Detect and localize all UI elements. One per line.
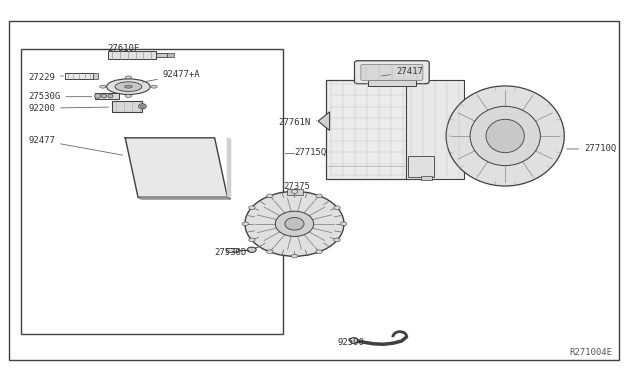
Ellipse shape — [349, 337, 358, 343]
Bar — [406, 80, 464, 179]
Ellipse shape — [285, 218, 304, 230]
Polygon shape — [125, 138, 227, 197]
Ellipse shape — [267, 250, 273, 254]
Ellipse shape — [486, 119, 524, 153]
Text: 27375: 27375 — [284, 182, 310, 191]
Ellipse shape — [316, 194, 322, 198]
Ellipse shape — [102, 94, 107, 98]
Bar — [408, 156, 434, 177]
Text: 27530D: 27530D — [214, 248, 247, 257]
Ellipse shape — [245, 191, 344, 256]
Ellipse shape — [115, 82, 142, 92]
Bar — [95, 93, 120, 99]
Ellipse shape — [267, 194, 273, 198]
Ellipse shape — [275, 211, 314, 236]
Ellipse shape — [242, 222, 248, 226]
Text: 27761N: 27761N — [278, 119, 317, 128]
Ellipse shape — [108, 94, 113, 98]
Text: 27715Q: 27715Q — [294, 148, 326, 157]
Polygon shape — [138, 197, 230, 199]
Text: 27610F: 27610F — [107, 44, 140, 53]
Ellipse shape — [291, 190, 298, 193]
Ellipse shape — [470, 106, 540, 166]
Bar — [326, 80, 410, 179]
Ellipse shape — [334, 238, 340, 242]
Bar — [287, 189, 303, 195]
Bar — [93, 73, 99, 78]
Bar — [108, 51, 156, 59]
Bar — [421, 176, 433, 180]
Text: 92590: 92590 — [338, 338, 365, 347]
Polygon shape — [227, 138, 230, 199]
Bar — [65, 73, 93, 79]
Ellipse shape — [249, 238, 255, 242]
Text: R271004E: R271004E — [570, 348, 612, 357]
Ellipse shape — [125, 94, 132, 97]
Ellipse shape — [446, 86, 564, 186]
Ellipse shape — [100, 85, 106, 88]
Bar — [21, 49, 283, 334]
FancyBboxPatch shape — [355, 61, 429, 84]
Ellipse shape — [125, 85, 132, 88]
Text: 92200: 92200 — [28, 104, 108, 113]
Ellipse shape — [334, 206, 340, 209]
Text: 27417: 27417 — [381, 67, 423, 76]
Ellipse shape — [151, 85, 157, 88]
Ellipse shape — [247, 247, 256, 252]
FancyBboxPatch shape — [361, 64, 423, 80]
Ellipse shape — [95, 94, 101, 98]
Bar — [226, 248, 237, 251]
Bar — [112, 101, 143, 112]
Ellipse shape — [340, 222, 347, 226]
Bar — [368, 80, 416, 86]
Ellipse shape — [316, 250, 322, 254]
Ellipse shape — [139, 104, 147, 109]
Ellipse shape — [107, 79, 150, 94]
Ellipse shape — [141, 105, 145, 108]
Text: 27710Q: 27710Q — [567, 144, 616, 153]
Ellipse shape — [125, 76, 132, 79]
Text: 92477: 92477 — [28, 136, 122, 155]
Bar — [168, 53, 173, 57]
Text: 92477+A: 92477+A — [143, 70, 200, 82]
Ellipse shape — [249, 206, 255, 209]
Polygon shape — [318, 112, 330, 131]
Bar — [156, 52, 168, 57]
Text: 27530G: 27530G — [28, 92, 92, 101]
Ellipse shape — [291, 254, 298, 258]
Text: 27229: 27229 — [28, 73, 63, 82]
